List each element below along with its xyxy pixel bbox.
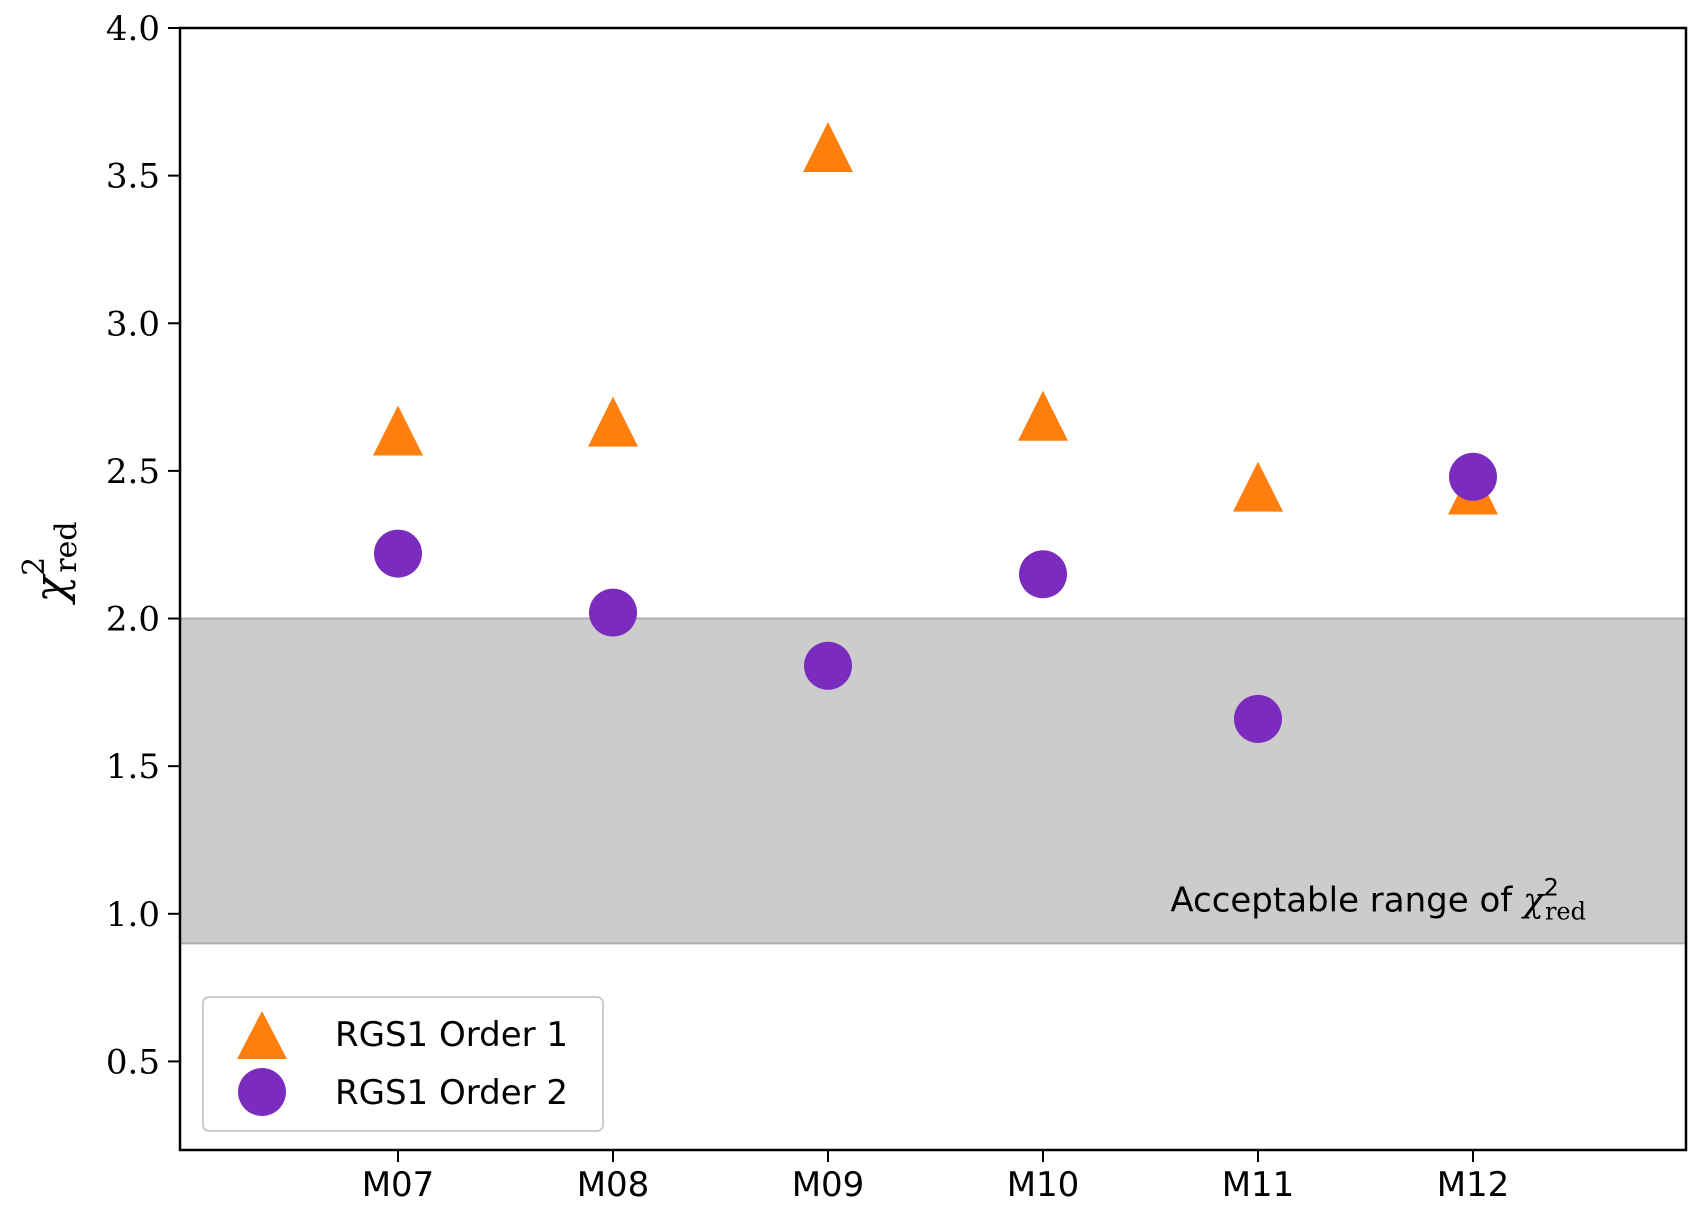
legend-box xyxy=(202,996,604,1132)
y-tick-label: 1.0 xyxy=(106,895,160,935)
band-label-text: Acceptable range of xyxy=(1170,880,1523,920)
order-2-point xyxy=(374,529,422,578)
y-tick-label: 2.5 xyxy=(106,452,160,492)
order-1-point xyxy=(1233,461,1283,512)
plot-frame xyxy=(178,26,1688,1152)
order-2-point xyxy=(804,641,852,690)
order-1-point xyxy=(1018,390,1068,441)
order-1-point xyxy=(803,122,853,173)
x-tick-label: M09 xyxy=(792,1165,865,1205)
x-tick-label: M10 xyxy=(1007,1165,1080,1205)
x-tick-label: M12 xyxy=(1437,1165,1510,1205)
y-tick-label: 3.0 xyxy=(106,304,160,344)
order-2-point xyxy=(1019,550,1067,599)
y-axis-label: χ2red xyxy=(17,521,84,605)
band-label-chi: χ xyxy=(1521,880,1546,920)
x-tick-label: M07 xyxy=(362,1165,435,1205)
band-label-sup: 2 xyxy=(1544,873,1559,901)
order-1-point xyxy=(588,396,638,447)
order-1-point xyxy=(373,405,423,456)
order-2-point xyxy=(1449,452,1497,501)
y-tick-label: 2.0 xyxy=(106,600,160,640)
acceptable-range-band xyxy=(180,618,1686,944)
y-tick-label: 4.0 xyxy=(106,9,160,49)
y-label-sub: red xyxy=(49,521,84,572)
band-label-sub: red xyxy=(1545,897,1586,925)
y-label-sup: 2 xyxy=(17,557,52,576)
data-marks xyxy=(373,122,1498,743)
y-tick-label: 0.5 xyxy=(106,1042,160,1082)
svg-text:χ2red: χ2red xyxy=(17,521,84,605)
x-axis: M07 M08 M09 M10 M11 M12 xyxy=(362,1150,1510,1205)
band-label: Acceptable range of χ2 red xyxy=(1170,873,1586,925)
legend-label-order-2: RGS1 Order 2 xyxy=(335,1073,568,1113)
legend-marker-order-2 xyxy=(238,1068,286,1116)
y-tick-label: 3.5 xyxy=(106,157,160,197)
order-2-point xyxy=(589,588,637,637)
legend-label-order-1: RGS1 Order 1 xyxy=(335,1015,568,1055)
x-tick-label: M11 xyxy=(1222,1165,1295,1205)
y-label-chi: χ xyxy=(26,574,77,606)
x-tick-label: M08 xyxy=(577,1165,650,1205)
order-2-point xyxy=(1234,694,1282,743)
y-axis: 0.5 1.0 1.5 2.0 2.5 3.0 3.5 4.0 xyxy=(106,9,180,1082)
legend: RGS1 Order 1 RGS1 Order 2 xyxy=(202,996,604,1132)
y-tick-label: 1.5 xyxy=(106,747,160,787)
legend-marker-order-1 xyxy=(237,1011,287,1059)
